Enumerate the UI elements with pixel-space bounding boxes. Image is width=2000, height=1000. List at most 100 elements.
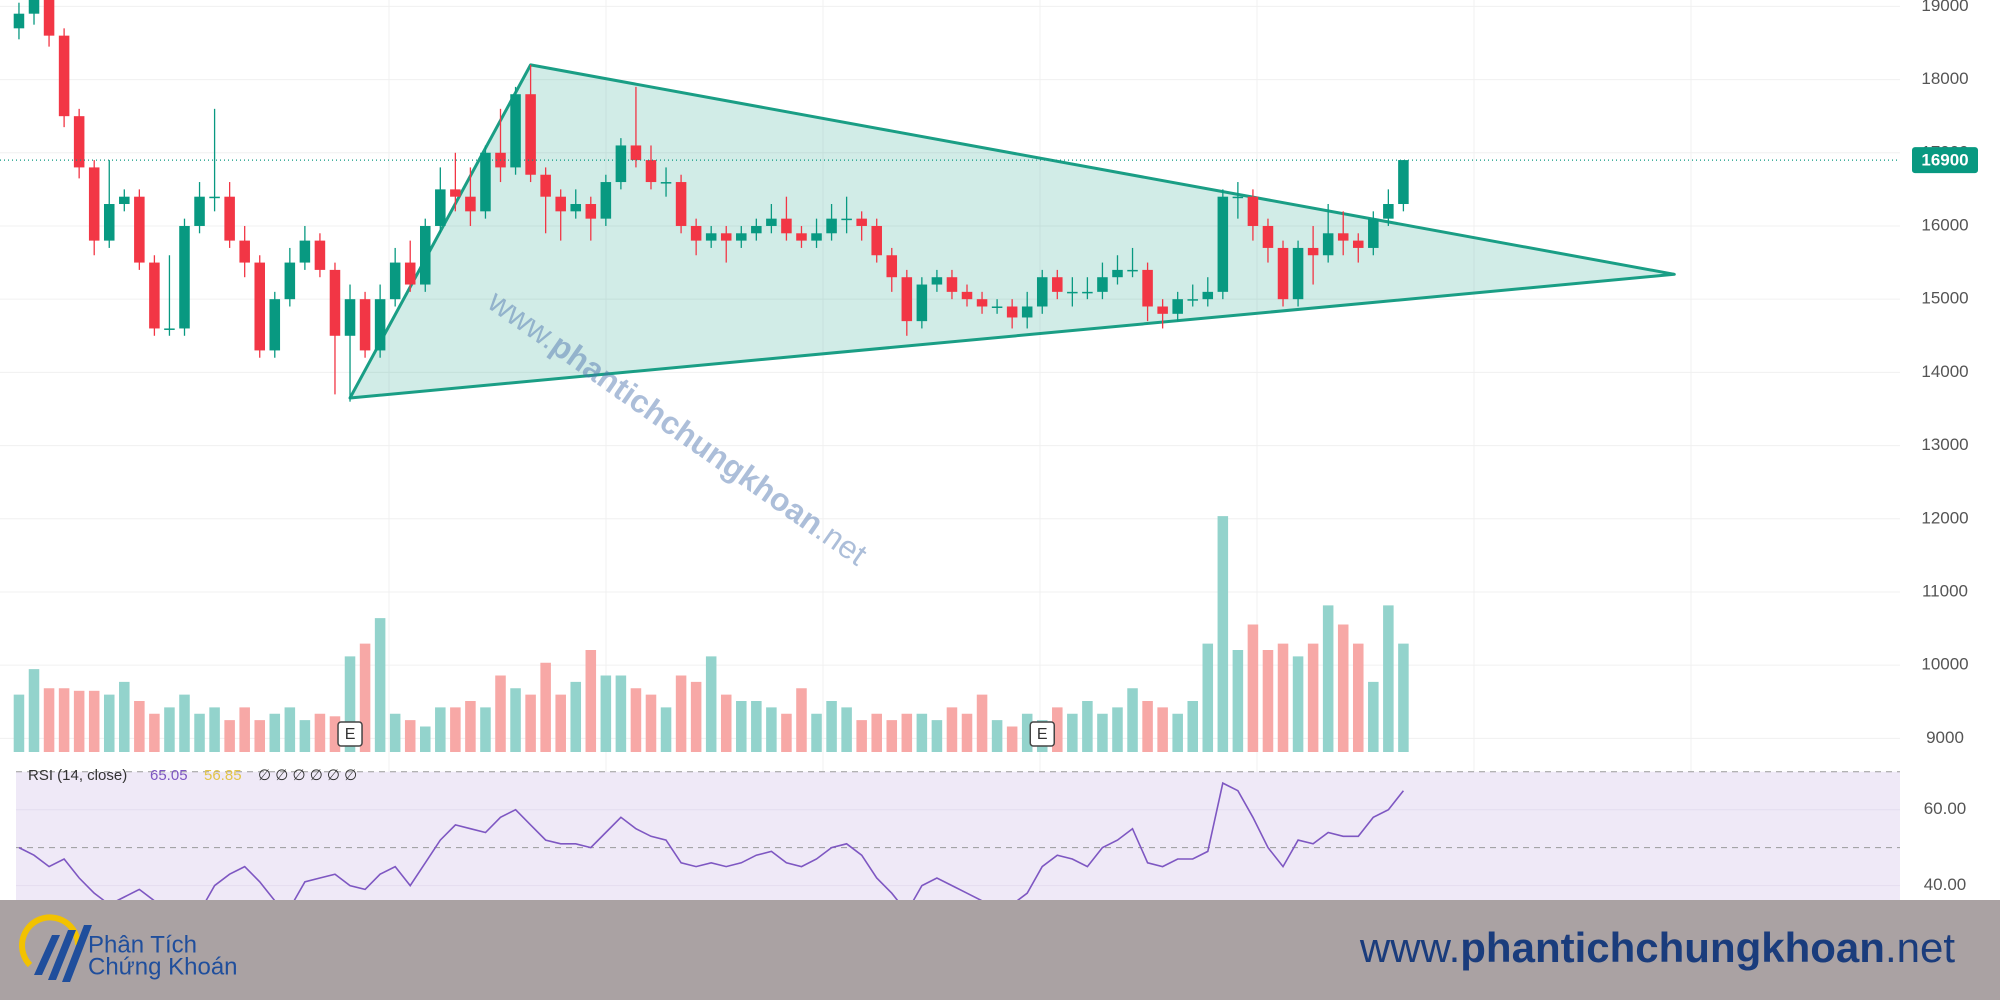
- candle-body: [871, 225, 882, 256]
- candle-body: [224, 196, 235, 241]
- candle-body: [299, 240, 311, 263]
- volume-bar: [931, 720, 943, 752]
- candle-body: [781, 218, 792, 234]
- candle-body: [901, 277, 913, 322]
- y-tick-label: 16000: [1921, 215, 1968, 234]
- candle-body: [1202, 291, 1214, 300]
- volume-bar: [43, 688, 55, 752]
- candle-body: [991, 306, 1003, 308]
- volume-bar: [88, 690, 100, 752]
- candle-body: [931, 277, 943, 285]
- volume-bar: [1142, 701, 1153, 752]
- candle-body: [1097, 277, 1108, 292]
- candle-body: [344, 299, 356, 336]
- url-name: phantichchungkhoan: [1460, 924, 1885, 971]
- volume-bar: [103, 694, 115, 752]
- banner-bg: [0, 900, 2000, 1000]
- volume-bar: [615, 675, 627, 752]
- rsi-title: RSI (14, close): [28, 767, 127, 784]
- volume-bar: [1352, 643, 1364, 752]
- banner-url: www.phantichchungkhoan.net: [1359, 924, 1955, 971]
- volume-bar: [781, 713, 792, 752]
- volume-bar: [1232, 650, 1244, 752]
- volume-bar: [495, 675, 506, 752]
- candle-body: [1247, 196, 1259, 226]
- candle-body: [1217, 196, 1229, 292]
- volume-bar: [359, 643, 371, 752]
- candle-body: [404, 262, 416, 285]
- candle-body: [419, 225, 431, 285]
- candle-body: [194, 196, 205, 226]
- candle-body: [856, 218, 867, 226]
- candle-body: [675, 182, 687, 226]
- volume-bar: [1157, 707, 1168, 752]
- candle-body: [1006, 306, 1018, 318]
- candle-body: [1322, 233, 1334, 256]
- candle-body: [1292, 247, 1304, 300]
- rsi-value: 65.05: [150, 767, 188, 784]
- volume-bar: [690, 681, 702, 752]
- volume-bar: [675, 675, 687, 752]
- volume-bar: [134, 701, 145, 752]
- candle-body: [946, 277, 958, 292]
- volume-bar: [404, 720, 416, 752]
- candle-body: [615, 145, 627, 183]
- y-tick-label: 14000: [1921, 362, 1968, 381]
- volume-bar: [555, 694, 566, 752]
- y-tick-label: 12000: [1921, 508, 1968, 527]
- candle-body: [976, 299, 988, 307]
- volume-bar: [766, 707, 777, 752]
- event-label: E: [345, 726, 356, 743]
- volume-bar: [224, 720, 235, 752]
- candle-body: [1277, 247, 1289, 300]
- rsi-tick-label: 40.00: [1924, 875, 1967, 894]
- volume-bar: [1277, 643, 1289, 752]
- logo-icon: [19, 914, 92, 982]
- volume-bar: [570, 681, 582, 752]
- volume-bar: [826, 701, 837, 752]
- candle-body: [179, 225, 190, 329]
- logo-line1: Phân Tích: [88, 931, 197, 958]
- candle-body: [389, 262, 401, 300]
- candle-body: [73, 116, 85, 168]
- volume-bar: [585, 650, 597, 752]
- volume-bar: [901, 713, 913, 752]
- candle-body: [766, 218, 777, 226]
- candle-body: [1052, 277, 1063, 292]
- volume-bar: [344, 656, 356, 752]
- volume-bar: [916, 713, 928, 752]
- volume-bar: [510, 688, 521, 752]
- logo-stripes: [34, 925, 92, 982]
- y-tick-label: 9000: [1926, 728, 1964, 747]
- volume-bar: [796, 688, 807, 752]
- candle-body: [1262, 225, 1274, 248]
- candle-body: [630, 145, 642, 161]
- volume-bar: [329, 716, 341, 752]
- volume-bar: [419, 726, 431, 752]
- volume-bar: [209, 707, 220, 752]
- y-tick-label: 15000: [1921, 289, 1968, 308]
- candle-body: [886, 255, 898, 278]
- candle-body: [480, 152, 491, 212]
- candle-body: [88, 167, 100, 241]
- volume-bar: [28, 669, 40, 752]
- candle-body: [570, 204, 582, 212]
- candle-body: [1307, 247, 1319, 256]
- candle-body: [1398, 160, 1409, 205]
- candle-body: [1082, 291, 1093, 294]
- candle-body: [540, 174, 551, 197]
- volume-bar: [751, 701, 762, 752]
- candle-body: [660, 182, 672, 184]
- volume-bar: [525, 694, 536, 752]
- candle-body: [555, 196, 566, 212]
- volume-bar: [299, 720, 311, 752]
- candle-body: [58, 35, 70, 117]
- candle-body: [720, 233, 732, 241]
- y-tick-label: 13000: [1921, 435, 1968, 454]
- volume-bar: [1262, 650, 1274, 752]
- volume-bar: [1307, 643, 1319, 752]
- volume-bar: [239, 707, 250, 752]
- candle-body: [284, 262, 296, 300]
- logo-line2: Chứng Khoán: [88, 953, 238, 980]
- last-price-label: 16900: [1921, 151, 1968, 170]
